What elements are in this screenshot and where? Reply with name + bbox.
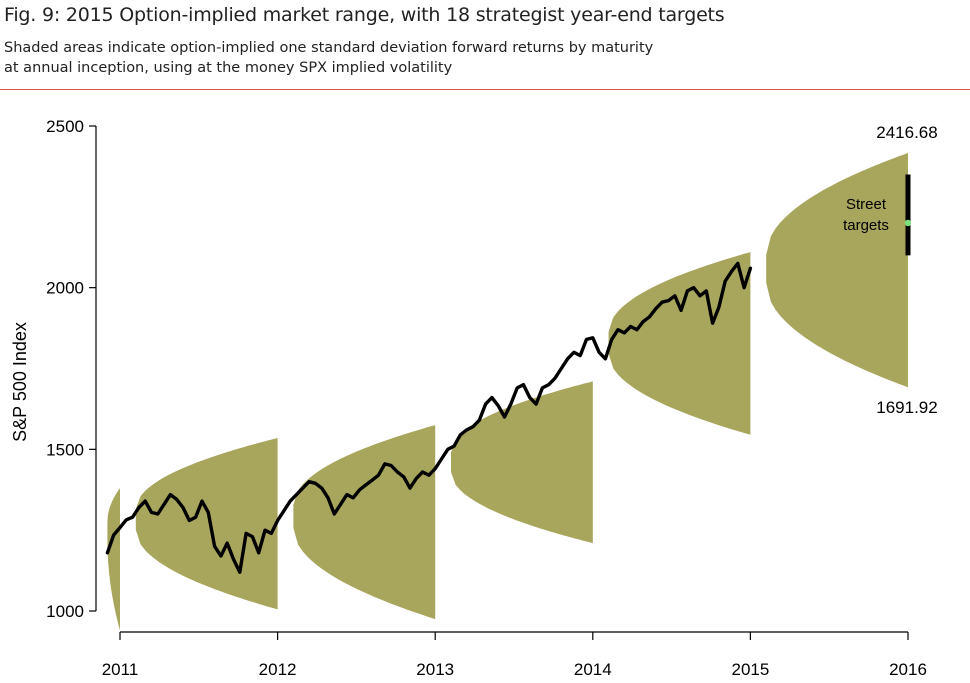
y-tick-label: 2000: [46, 279, 84, 298]
y-tick-label: 2500: [46, 117, 84, 136]
sp500-price-line: [105, 261, 753, 574]
figure-subtitle: Shaded areas indicate option-implied one…: [4, 38, 764, 78]
y-tick-label: 1000: [46, 602, 84, 621]
line-layer: [105, 261, 753, 574]
x-tick-label: 2014: [574, 660, 612, 679]
upper-range-value: 2416.68: [876, 123, 937, 142]
y-axis-title: S&P 500 Index: [10, 322, 30, 442]
x-tick-label: 2016: [889, 660, 927, 679]
implied-range-band-6: [766, 152, 908, 388]
x-tick-label: 2012: [259, 660, 297, 679]
axes-layer: S&P 500 Index: [10, 126, 908, 633]
street-targets-label-line-1: Street: [846, 196, 887, 213]
implied-range-band-1: [107, 488, 120, 631]
implied-range-band-3: [293, 425, 436, 620]
x-tick-label: 2015: [731, 660, 769, 679]
y-tick-label: 1500: [46, 440, 84, 459]
street-targets-label-line-2: targets: [843, 217, 889, 234]
subtitle-line-1: Shaded areas indicate option-implied one…: [4, 40, 654, 56]
ticks-layer: 1000 1500 2000 2500 2011 2012 2013 2014 2015 2016: [46, 117, 927, 679]
figure-title: Fig. 9: 2015 Option-implied market range…: [4, 4, 725, 26]
street-targets: Street targets: [843, 174, 912, 256]
lower-range-value: 1691.92: [876, 398, 937, 417]
bands-layer: [107, 152, 908, 631]
street-targets-median-marker: [904, 219, 912, 227]
x-tick-label: 2011: [102, 660, 139, 679]
title-divider: [0, 89, 970, 90]
implied-range-band-4: [451, 381, 593, 544]
implied-range-band-5: [608, 252, 751, 435]
subtitle-line-2: at annual inception, using at the money …: [4, 60, 453, 76]
implied-range-band-2: [135, 438, 278, 610]
x-tick-label: 2013: [416, 660, 454, 679]
